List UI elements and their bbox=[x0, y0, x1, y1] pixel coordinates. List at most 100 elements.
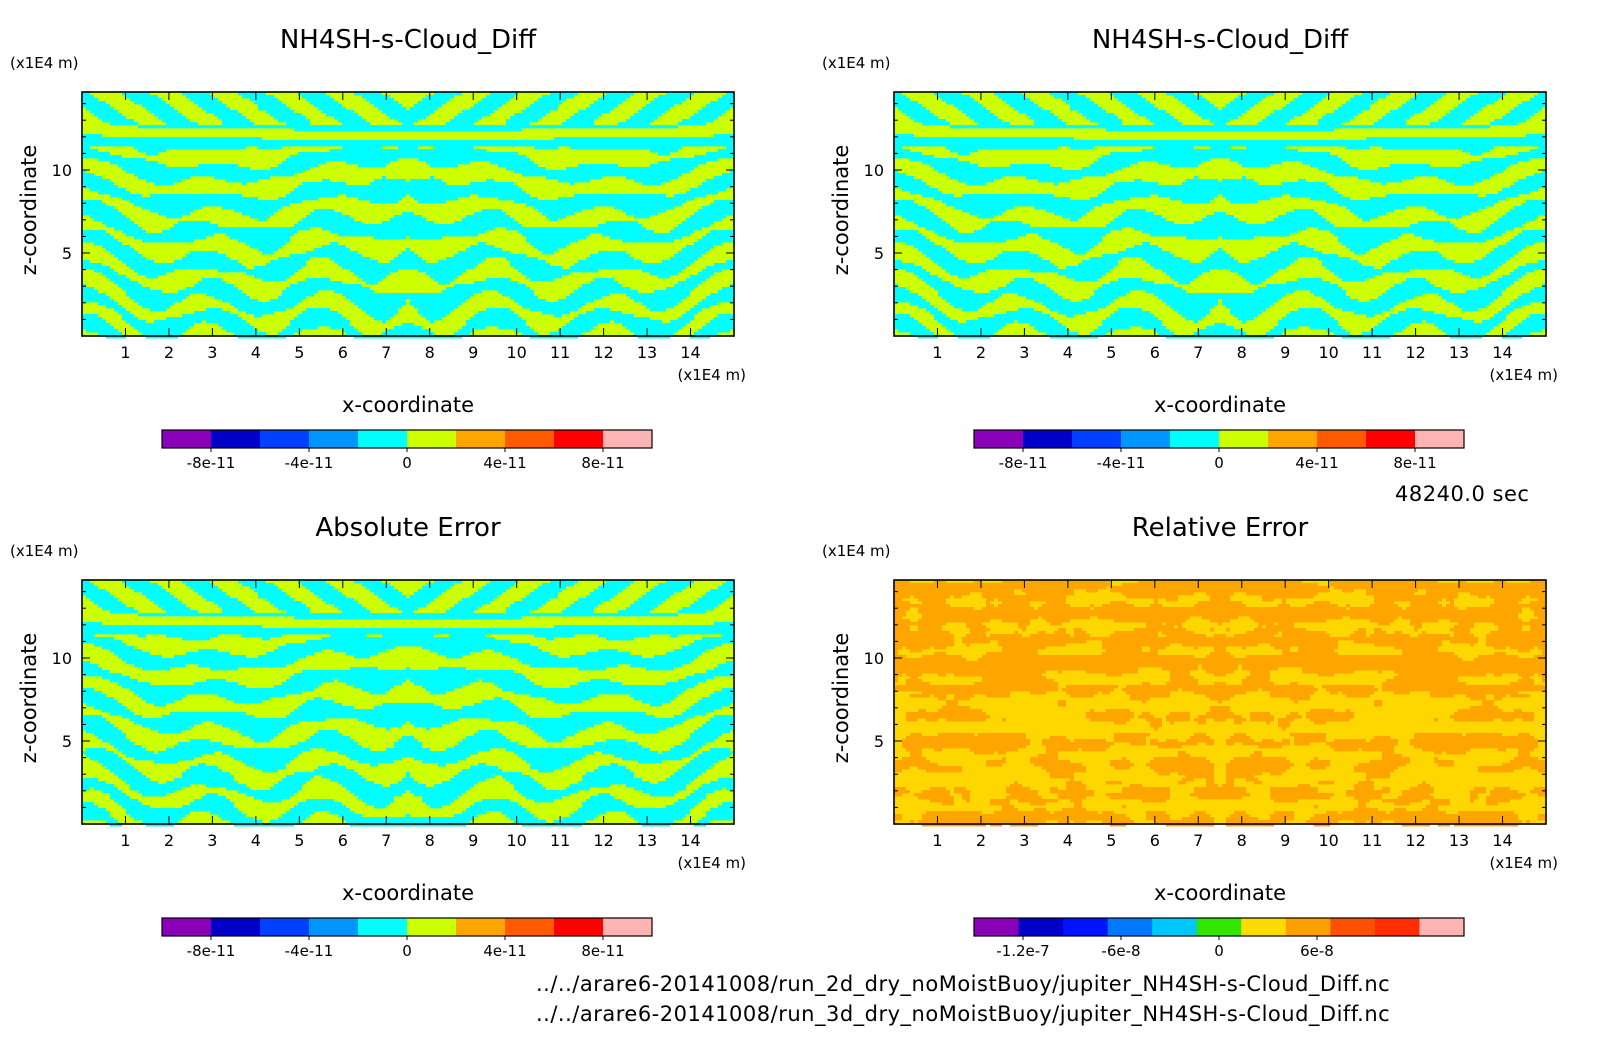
heatmap-cell-run bbox=[1282, 727, 1286, 731]
heatmap-cell-run bbox=[1446, 751, 1466, 755]
heatmap-cell-run bbox=[1102, 191, 1338, 195]
heatmap-cell-run bbox=[894, 299, 926, 303]
heatmap-cell-run bbox=[1426, 592, 1458, 596]
heatmap-cell-run bbox=[1230, 158, 1342, 162]
heatmap-cell-run bbox=[1018, 622, 1030, 626]
heatmap-cell-run bbox=[490, 92, 518, 96]
heatmap-cell-run bbox=[894, 140, 1546, 144]
colorbar-segment bbox=[1415, 430, 1465, 448]
heatmap-cell-run bbox=[1114, 766, 1130, 770]
heatmap-cell-run bbox=[1182, 643, 1258, 647]
heatmap-cell-run bbox=[918, 275, 938, 279]
heatmap-cell-run bbox=[634, 817, 682, 821]
heatmap-cell-run bbox=[166, 748, 310, 752]
heatmap-cell-run bbox=[1378, 296, 1414, 300]
heatmap-cell-run bbox=[142, 104, 170, 108]
heatmap-cell-run bbox=[158, 212, 190, 216]
x-tick-label: 9 bbox=[468, 831, 478, 850]
heatmap-cell-run bbox=[1178, 772, 1214, 776]
colorbar-segment bbox=[1072, 430, 1122, 448]
heatmap-cell-run bbox=[294, 709, 522, 713]
heatmap-cell-run bbox=[1246, 778, 1258, 782]
heatmap-cell-run bbox=[626, 727, 666, 731]
heatmap-cell-run bbox=[1410, 622, 1422, 626]
heatmap-cell-run bbox=[406, 248, 410, 252]
heatmap-cell-run bbox=[282, 682, 322, 686]
heatmap-cell-run bbox=[1370, 329, 1402, 333]
heatmap-cell-run bbox=[1346, 206, 1406, 210]
heatmap-cell-run bbox=[166, 215, 182, 219]
heatmap-cell-run bbox=[446, 122, 474, 126]
heatmap-cell-run bbox=[314, 592, 342, 596]
heatmap-cell-run bbox=[378, 107, 406, 111]
heatmap-cell-run bbox=[1242, 275, 1270, 279]
heatmap-cell-run bbox=[1450, 640, 1478, 644]
heatmap-cell-run bbox=[1166, 634, 1206, 638]
heatmap-cell-run bbox=[126, 233, 214, 237]
x-tick-label: 12 bbox=[593, 831, 613, 850]
heatmap-cell-run bbox=[894, 203, 918, 207]
heatmap-cell-run bbox=[1498, 748, 1506, 752]
heatmap-cell-run bbox=[278, 646, 394, 650]
heatmap-cell-run bbox=[1238, 317, 1254, 321]
heatmap-cell-run bbox=[1502, 275, 1522, 279]
heatmap-cell-run bbox=[1010, 784, 1022, 788]
heatmap-cell-run bbox=[202, 278, 222, 282]
heatmap-cell-run bbox=[110, 610, 138, 614]
heatmap-cell-run bbox=[954, 206, 1014, 210]
colorbar-segment bbox=[260, 430, 310, 448]
heatmap-cell-run bbox=[938, 290, 974, 294]
heatmap-cell-run bbox=[1234, 757, 1286, 761]
heatmap-cell-run bbox=[262, 769, 278, 773]
heatmap-cell-run bbox=[198, 763, 206, 767]
heatmap-cell-run bbox=[358, 796, 394, 800]
heatmap-cell-run bbox=[346, 161, 390, 165]
heatmap-cell-run bbox=[1382, 116, 1410, 120]
heatmap-cell-run bbox=[530, 104, 558, 108]
heatmap-cell-run bbox=[1390, 110, 1422, 114]
heatmap-cell-run bbox=[134, 721, 202, 725]
heatmap-cell-run bbox=[602, 95, 630, 99]
heatmap-cell-run bbox=[1242, 176, 1246, 180]
heatmap-cell-run bbox=[706, 811, 734, 815]
heatmap-cell-run bbox=[238, 580, 266, 584]
x-tick-label: 10 bbox=[506, 831, 526, 850]
heatmap-cell-run bbox=[518, 230, 654, 234]
heatmap-cell-run bbox=[362, 583, 390, 587]
heatmap-cell-run bbox=[1490, 595, 1526, 599]
heatmap-cell-run bbox=[894, 230, 918, 234]
heatmap-cell-run bbox=[1234, 811, 1246, 815]
heatmap-cell-run bbox=[522, 173, 682, 177]
heatmap-cell-run bbox=[678, 610, 706, 614]
heatmap-cell-run bbox=[102, 607, 134, 611]
heatmap-cell-run bbox=[1382, 757, 1410, 761]
heatmap-cell-run bbox=[1430, 802, 1450, 806]
heatmap-cell-run bbox=[1146, 817, 1170, 821]
heatmap-cell-run bbox=[130, 200, 302, 204]
heatmap-cell-run bbox=[1302, 161, 1346, 165]
heatmap-cell-run bbox=[534, 245, 566, 249]
heatmap-cell-run bbox=[1038, 233, 1106, 237]
heatmap-cell-run bbox=[446, 257, 486, 261]
heatmap-cell-run bbox=[334, 604, 362, 608]
heatmap-cell-run bbox=[650, 272, 678, 276]
heatmap-cell-run bbox=[1114, 631, 1158, 635]
heatmap-cell-run bbox=[526, 236, 586, 240]
heatmap-cell-run bbox=[998, 287, 1050, 291]
colorbar-tick-label: 4e-11 bbox=[1295, 454, 1338, 472]
colorbar-segment bbox=[407, 918, 457, 936]
heatmap-cell-run bbox=[1470, 592, 1546, 596]
heatmap-cell-run bbox=[1350, 209, 1394, 213]
heatmap-cell-run bbox=[1226, 766, 1290, 770]
heatmap-cell-run bbox=[1050, 308, 1098, 312]
heatmap-cell-run bbox=[1182, 200, 1210, 204]
x-tick-label: 1 bbox=[932, 831, 942, 850]
heatmap-cell-run bbox=[990, 802, 1010, 806]
heatmap-cell-run bbox=[714, 715, 734, 719]
heatmap-cell-run bbox=[258, 107, 290, 111]
y-tick-label: 10 bbox=[52, 161, 72, 180]
heatmap-cell-run bbox=[598, 98, 626, 102]
heatmap-cell-run bbox=[1170, 679, 1198, 683]
heatmap-cell-run bbox=[1394, 808, 1406, 812]
heatmap-cell-run bbox=[346, 296, 470, 300]
